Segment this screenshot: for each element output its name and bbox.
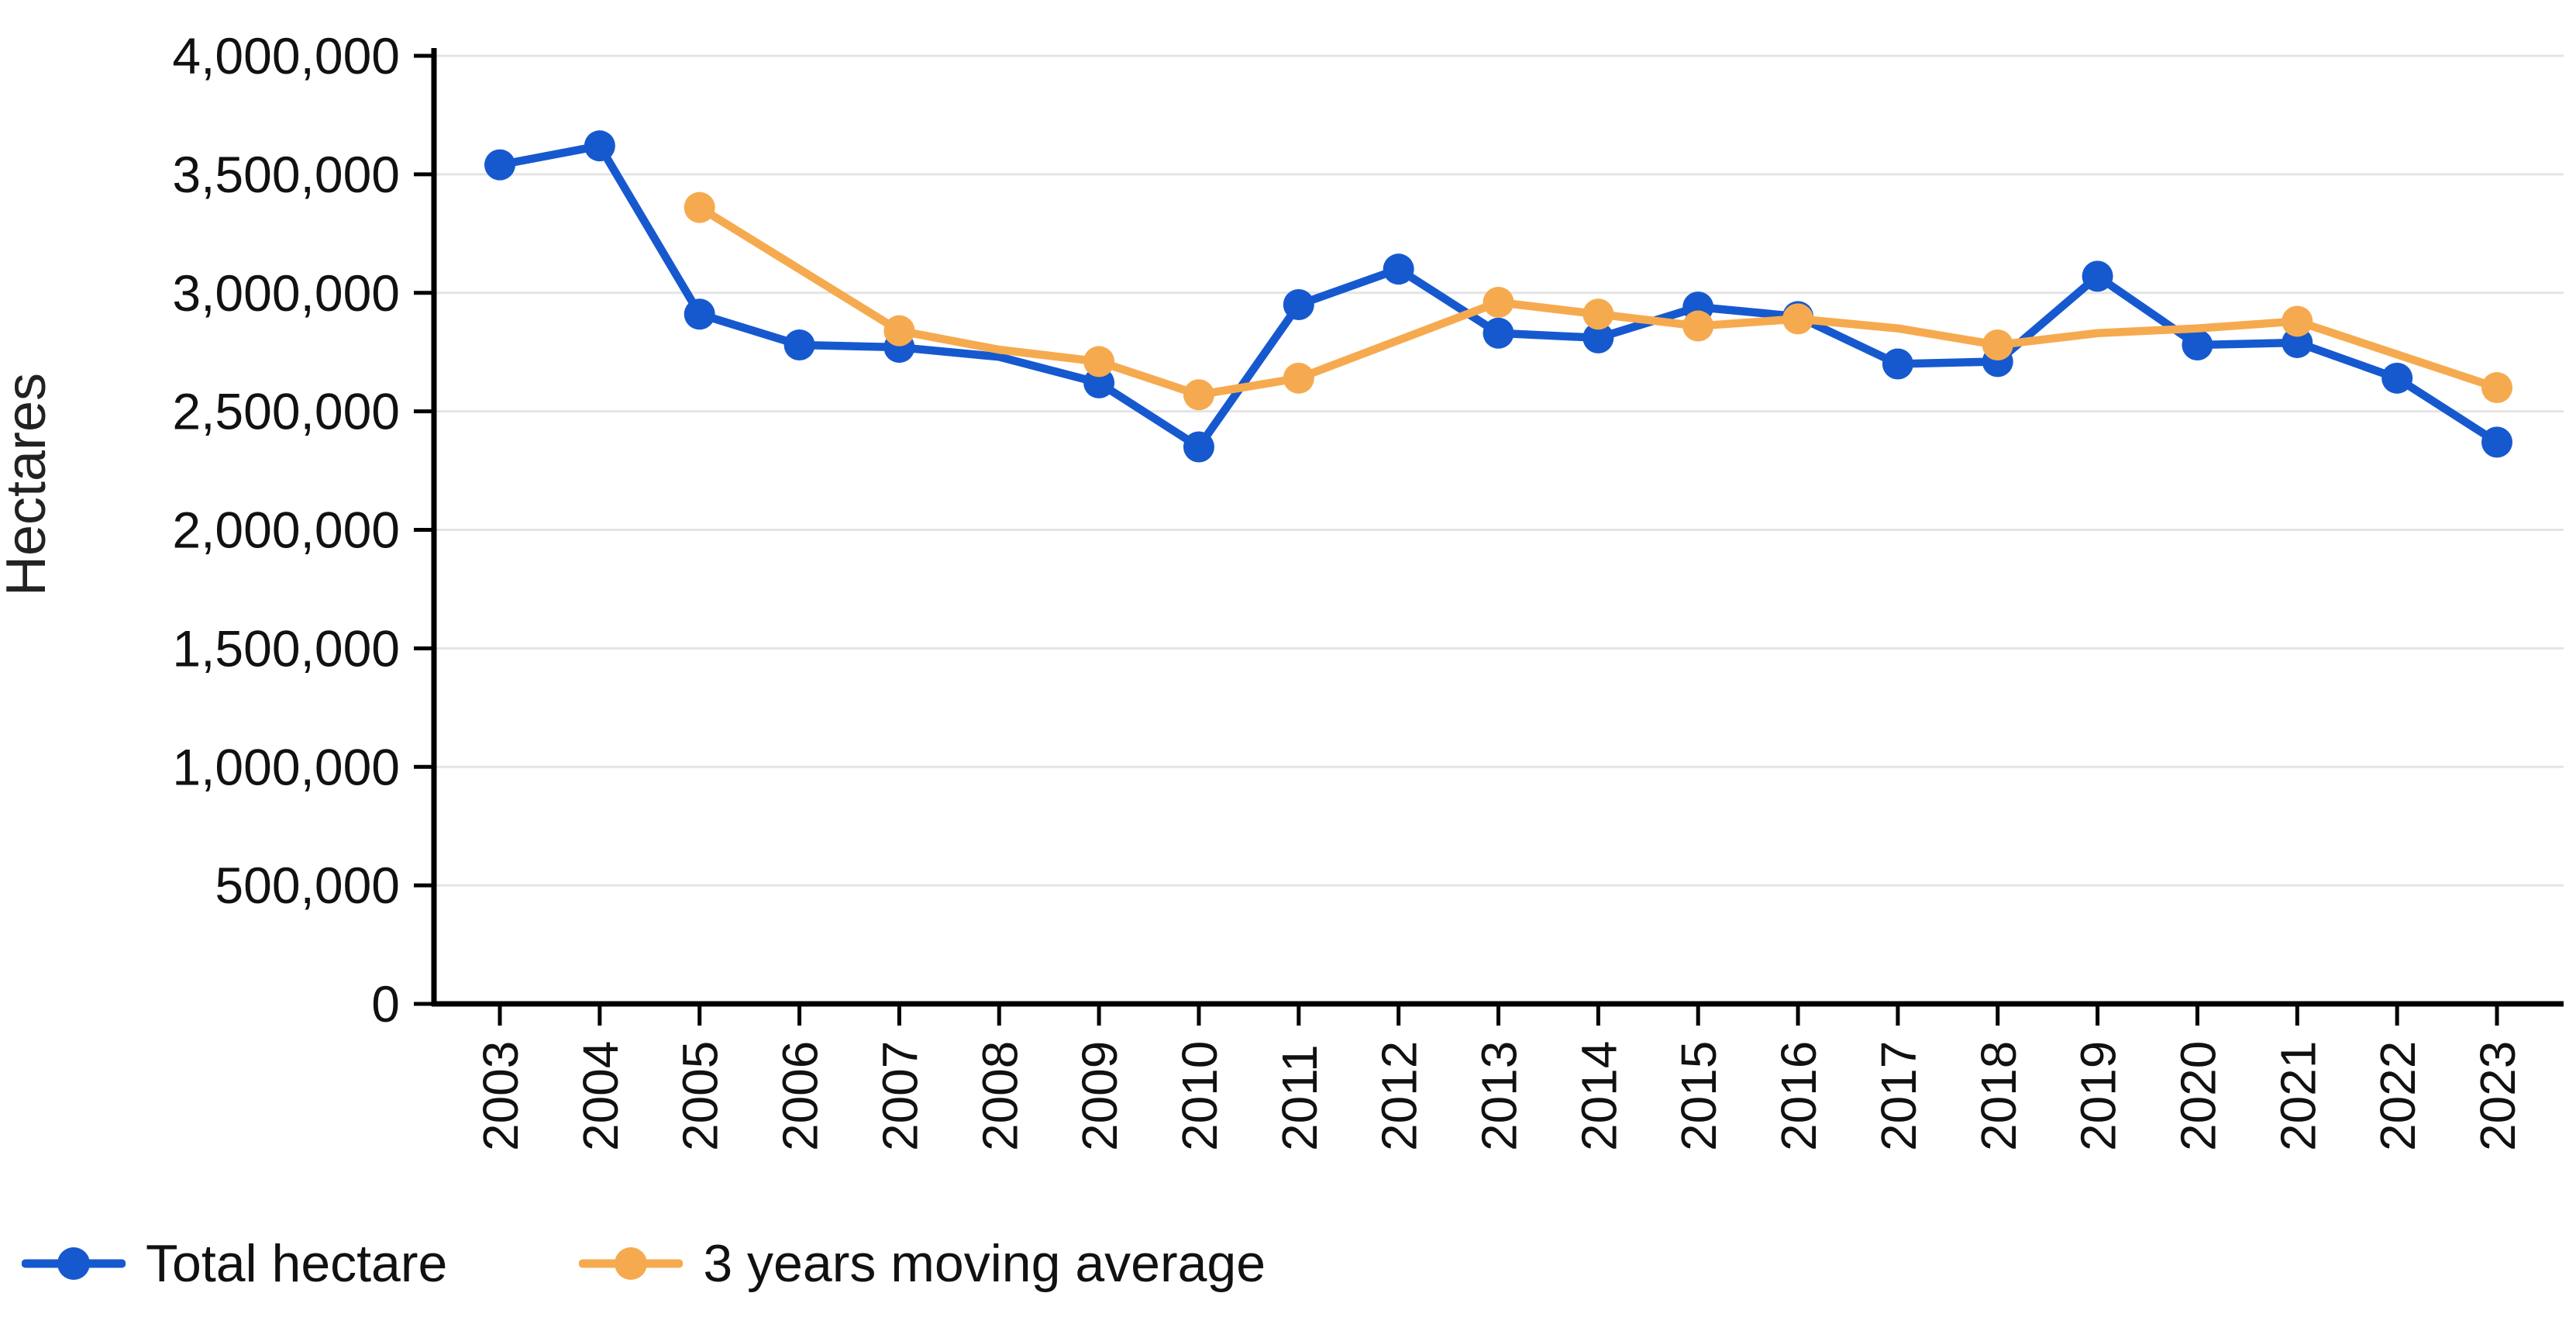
data-point-total-hectare-2012[interactable] [1383, 253, 1414, 285]
data-point-total-hectare-2005[interactable] [684, 298, 715, 330]
data-point-total-hectare-2020[interactable] [2182, 329, 2213, 361]
legend-line-dot-icon-blue [22, 1247, 126, 1280]
x-tick-label: 2017 [1871, 1041, 1927, 1151]
legend-item-total-hectare[interactable]: Total hectare [22, 1233, 447, 1294]
y-axis-title: Hectares [0, 373, 57, 596]
data-point-moving-average-2015[interactable] [1682, 310, 1714, 342]
x-tick-label: 2009 [1072, 1041, 1128, 1151]
legend-item-3-years-moving-average[interactable]: 3 years moving average [579, 1233, 1266, 1294]
legend-line-dot-icon-orange [579, 1247, 684, 1280]
x-tick-label: 2013 [1472, 1041, 1527, 1151]
data-point-moving-average-2007[interactable] [883, 315, 915, 347]
data-point-total-hectare-2019[interactable] [2082, 260, 2113, 292]
data-point-total-hectare-2022[interactable] [2381, 362, 2413, 394]
data-point-moving-average-2011[interactable] [1283, 362, 1314, 394]
x-tick-label: 2008 [972, 1041, 1028, 1151]
y-tick-label: 3,500,000 [172, 146, 400, 203]
x-tick-label: 2018 [1971, 1041, 2027, 1151]
data-point-moving-average-2009[interactable] [1083, 346, 1115, 378]
data-point-total-hectare-2021[interactable] [2282, 326, 2313, 358]
data-point-total-hectare-2009[interactable] [1083, 367, 1115, 398]
legend-label-3-years-moving-average: 3 years moving average [703, 1234, 1266, 1293]
y-tick-label: 1,000,000 [172, 738, 400, 795]
data-point-total-hectare-2006[interactable] [783, 329, 815, 361]
data-point-moving-average-2021[interactable] [2282, 305, 2313, 337]
y-tick-label: 0 [371, 975, 400, 1033]
y-tick-label: 500,000 [215, 857, 400, 914]
data-point-moving-average-2014[interactable] [1582, 298, 1614, 330]
legend-label-total-hectare: Total hectare [146, 1234, 448, 1293]
x-tick-label: 2023 [2470, 1041, 2526, 1151]
x-tick-label: 2007 [872, 1041, 928, 1151]
x-tick-label: 2005 [673, 1041, 728, 1151]
data-point-moving-average-2010[interactable] [1183, 379, 1214, 411]
data-point-moving-average-2016[interactable] [1782, 303, 1814, 335]
y-tick-label: 2,000,000 [172, 502, 400, 559]
data-point-total-hectare-2003[interactable] [484, 149, 515, 181]
x-tick-label: 2021 [2270, 1041, 2326, 1151]
x-tick-label: 2011 [1272, 1044, 1328, 1151]
x-tick-label: 2014 [1571, 1041, 1627, 1151]
x-tick-label: 2022 [2370, 1041, 2426, 1151]
data-point-total-hectare-2010[interactable] [1183, 431, 1214, 463]
data-point-total-hectare-2023[interactable] [2481, 426, 2512, 458]
x-tick-label: 2019 [2071, 1041, 2127, 1151]
y-tick-label: 4,000,000 [172, 27, 400, 84]
data-point-moving-average-2023[interactable] [2481, 372, 2512, 404]
chart-legend: Total hectare 3 years moving average [22, 1231, 1266, 1296]
data-point-moving-average-2013[interactable] [1483, 286, 1514, 318]
x-tick-label: 2020 [2170, 1041, 2226, 1151]
x-tick-label: 2010 [1172, 1041, 1228, 1151]
data-point-moving-average-2005[interactable] [684, 191, 715, 223]
x-tick-label: 2006 [773, 1041, 828, 1151]
y-tick-label: 3,000,000 [172, 264, 400, 322]
x-tick-label: 2015 [1671, 1041, 1727, 1151]
data-point-total-hectare-2017[interactable] [1882, 348, 1913, 380]
data-point-total-hectare-2013[interactable] [1483, 317, 1514, 349]
x-tick-label: 2003 [473, 1041, 529, 1151]
x-tick-label: 2012 [1372, 1041, 1427, 1151]
data-point-moving-average-2018[interactable] [1982, 329, 2013, 361]
x-tick-label: 2016 [1771, 1041, 1827, 1151]
data-point-total-hectare-2011[interactable] [1283, 289, 1314, 321]
y-tick-label: 2,500,000 [172, 383, 400, 440]
x-tick-label: 2004 [573, 1041, 629, 1151]
y-tick-label: 1,500,000 [172, 619, 400, 677]
data-point-total-hectare-2004[interactable] [584, 130, 615, 162]
data-point-total-hectare-2014[interactable] [1582, 322, 1614, 353]
